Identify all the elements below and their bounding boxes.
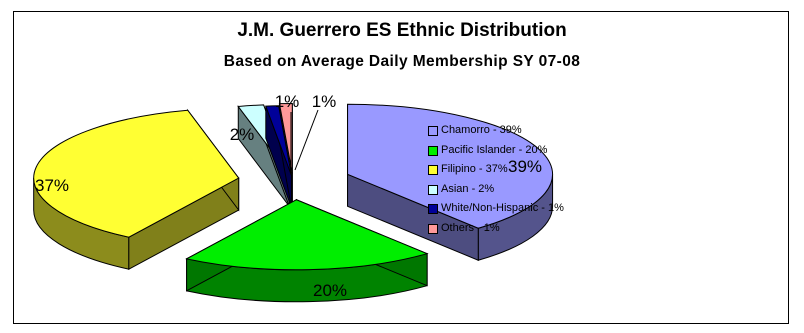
legend-label-asian: Asian - 2%	[441, 182, 495, 195]
legend-swatch-white-non-hispanic	[428, 204, 438, 214]
pie-slice-pacific-islander	[185, 198, 429, 303]
legend-label-chamorro: Chamorro - 39%	[441, 124, 522, 136]
leader-line-others	[294, 109, 319, 171]
pie-slice-white-non-hispanic	[265, 105, 292, 208]
data-label-others: 1%	[312, 92, 337, 111]
legend-label-filipino: Filipino - 37%	[441, 163, 508, 175]
data-label-asian: 2%	[230, 125, 255, 144]
legend-swatch-filipino	[428, 165, 438, 175]
chart-title: J.M. Guerrero ES Ethnic Distribution	[237, 20, 567, 41]
pie-slice-chamorro	[347, 103, 554, 261]
legend-label-others: Others - 1%	[441, 221, 500, 234]
legend-swatch-others	[428, 223, 438, 234]
chart-subtitle: Based on Average Daily Membership SY 07-…	[223, 53, 581, 70]
data-label-filipino: 37%	[35, 176, 69, 195]
pie-slice-top-white-non-hispanic	[265, 105, 292, 176]
pie-slice-top-filipino	[33, 109, 240, 238]
legend-swatch-asian	[428, 184, 438, 195]
pie-slice-top-others	[278, 102, 293, 174]
legend-label-white-non-hispanic: White/Non-Hispanic - 1%	[441, 202, 564, 214]
pie-slice-filipino	[33, 108, 240, 271]
legend-swatch-chamorro	[428, 126, 438, 136]
pie-slice-top-pacific-islander	[185, 199, 429, 271]
data-label-chamorro: 39%	[508, 157, 542, 176]
data-label-white-non-hispanic: 1%	[275, 92, 300, 111]
pie-slice-top-chamorro	[347, 103, 554, 229]
data-label-pacific-islander: 20%	[313, 281, 347, 300]
legend-swatch-pacific-islander	[428, 145, 438, 156]
legend-label-pacific-islander: Pacific Islander - 20%	[441, 143, 548, 156]
